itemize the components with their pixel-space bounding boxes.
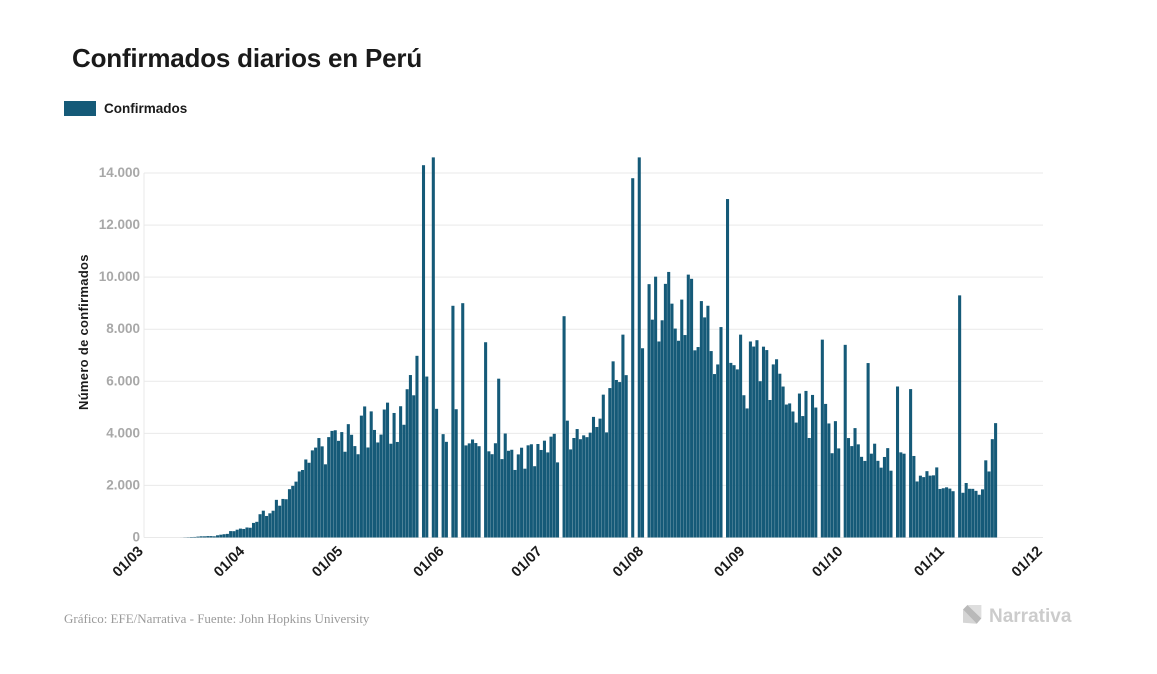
svg-text:01/10: 01/10	[809, 544, 846, 581]
svg-text:01/07: 01/07	[509, 544, 546, 581]
svg-text:01/04: 01/04	[211, 544, 248, 581]
svg-text:4.000: 4.000	[106, 425, 140, 440]
svg-text:10.000: 10.000	[99, 269, 140, 284]
svg-text:12.000: 12.000	[99, 217, 140, 232]
svg-text:6.000: 6.000	[106, 373, 140, 388]
svg-text:01/08: 01/08	[610, 544, 647, 581]
svg-text:0: 0	[132, 530, 140, 545]
svg-text:01/05: 01/05	[309, 544, 346, 581]
svg-text:8.000: 8.000	[106, 321, 140, 336]
svg-text:01/11: 01/11	[911, 544, 947, 580]
svg-text:01/03: 01/03	[110, 544, 147, 581]
svg-text:01/12: 01/12	[1009, 544, 1046, 581]
svg-text:01/06: 01/06	[411, 544, 448, 581]
svg-text:01/09: 01/09	[711, 544, 748, 581]
svg-text:2.000: 2.000	[106, 477, 140, 492]
svg-text:Narrativa: Narrativa	[989, 606, 1072, 626]
svg-text:14.000: 14.000	[99, 165, 140, 180]
